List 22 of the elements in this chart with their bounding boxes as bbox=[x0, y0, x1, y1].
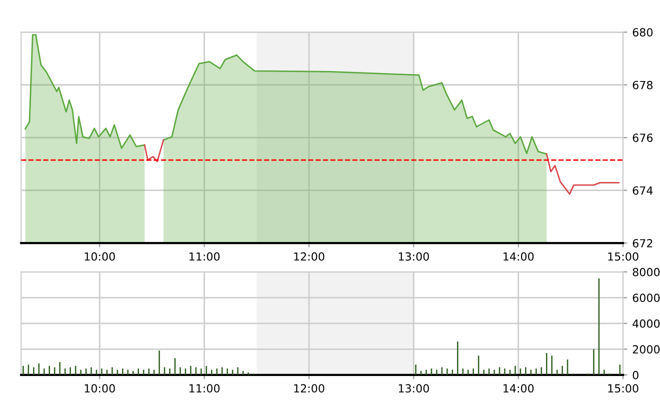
y-tick-label: 680 bbox=[632, 28, 653, 37]
x-tick-label: 12:00 bbox=[294, 384, 324, 393]
x-tick-label: 15:00 bbox=[608, 384, 638, 393]
x-tick-label: 11:00 bbox=[190, 252, 220, 261]
x-tick-label: 11:00 bbox=[190, 384, 220, 393]
x-tick-label: 14:00 bbox=[504, 384, 534, 393]
y-tick-label: 4000 bbox=[632, 319, 660, 328]
y-tick-label: 0 bbox=[632, 370, 638, 380]
x-tick-label: 10:00 bbox=[84, 384, 115, 393]
y-tick-label: 8000 bbox=[632, 268, 660, 276]
y-tick-label: 2000 bbox=[632, 345, 660, 354]
y-tick-label: 678 bbox=[632, 80, 653, 90]
x-tick-label: 14:00 bbox=[504, 252, 534, 261]
x-tick-label: 13:00 bbox=[398, 384, 429, 393]
y-tick-label: 674 bbox=[632, 186, 653, 195]
x-tick-label: 10:00 bbox=[84, 252, 115, 261]
x-tick-label: 12:00 bbox=[294, 252, 324, 261]
y-tick-label: 672 bbox=[632, 239, 652, 248]
y-tick-label: 676 bbox=[632, 134, 653, 142]
x-tick-label: 15:00 bbox=[608, 252, 638, 261]
x-tick-label: 13:00 bbox=[398, 252, 429, 261]
y-tick-label: 6000 bbox=[632, 294, 660, 302]
